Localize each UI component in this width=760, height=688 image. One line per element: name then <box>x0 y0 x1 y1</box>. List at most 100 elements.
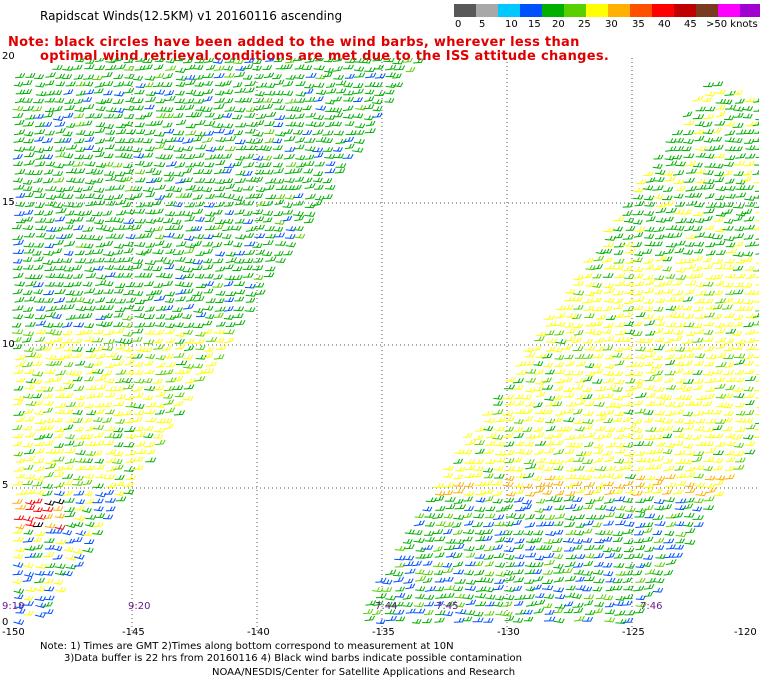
wind-barb <box>22 337 32 343</box>
wind-barb <box>725 273 736 279</box>
wind-barb <box>484 610 495 616</box>
wind-barb <box>115 63 126 70</box>
wind-barb <box>172 187 183 193</box>
wind-barb <box>22 290 33 295</box>
wind-barb <box>132 416 143 422</box>
wind-barb <box>204 154 217 160</box>
wind-barb <box>73 490 85 496</box>
wind-barb <box>744 201 756 207</box>
wind-barb <box>653 376 663 382</box>
wind-barb <box>145 306 155 312</box>
wind-barb <box>64 511 76 518</box>
wind-barb <box>682 411 694 417</box>
wind-barb <box>15 72 26 79</box>
wind-barb <box>661 195 673 201</box>
wind-barb <box>562 568 573 573</box>
wind-barb <box>244 87 255 93</box>
wind-barb <box>83 74 95 80</box>
wind-barb <box>125 282 136 288</box>
wind-barb <box>113 233 124 239</box>
wind-barb <box>213 72 225 79</box>
wind-barb <box>123 466 136 472</box>
wind-barb <box>163 385 176 391</box>
wind-barb <box>215 321 226 327</box>
wind-barb <box>692 255 703 262</box>
wind-barb <box>484 571 495 577</box>
wind-barb <box>615 442 625 448</box>
color-swatch-5 <box>564 4 586 17</box>
wind-barb <box>204 273 214 279</box>
wind-barb <box>655 553 666 559</box>
wind-barb <box>565 442 576 448</box>
wind-barb <box>95 151 105 158</box>
wind-barb <box>493 521 505 527</box>
wind-barb <box>22 516 34 522</box>
wind-barb <box>733 89 743 95</box>
wind-barb <box>53 297 66 304</box>
wind-barb <box>204 162 215 168</box>
wind-barb <box>755 276 759 279</box>
wind-barb <box>433 570 444 576</box>
wind-barb <box>183 303 195 310</box>
wind-barb <box>42 322 54 328</box>
wind-barb <box>175 90 185 96</box>
wind-barb <box>665 322 677 327</box>
wind-barb <box>555 338 567 345</box>
wind-barb <box>115 418 126 424</box>
wind-barb <box>395 592 406 598</box>
wind-barb <box>632 305 644 311</box>
wind-barb <box>664 216 674 222</box>
wind-barb <box>105 409 115 415</box>
wind-barb <box>653 498 665 505</box>
wind-barb <box>24 571 35 578</box>
wind-barb <box>464 458 476 464</box>
wind-barb <box>635 457 647 463</box>
wind-barb <box>54 216 66 222</box>
wind-barb <box>105 482 117 488</box>
wind-barb <box>125 433 136 439</box>
wind-barb <box>154 143 165 150</box>
wind-barb <box>35 329 46 335</box>
wind-barb <box>592 282 602 288</box>
wind-barb <box>742 305 754 311</box>
wind-barb <box>313 152 324 158</box>
wind-barb <box>453 458 464 464</box>
wind-barb <box>483 417 495 423</box>
wind-barb <box>503 504 514 510</box>
wind-barb <box>34 336 46 343</box>
wind-barb <box>24 152 35 158</box>
wind-barb <box>663 288 674 294</box>
wind-barb <box>44 471 54 478</box>
wind-barb <box>735 98 745 104</box>
wind-barb <box>392 82 404 88</box>
wind-barb <box>684 241 695 247</box>
wind-barb <box>695 106 706 112</box>
wind-barb <box>174 369 185 375</box>
wind-barb <box>545 425 556 432</box>
wind-barb <box>464 585 477 591</box>
wind-barb <box>534 408 546 414</box>
wind-barb <box>592 321 603 327</box>
quality-note-line-1: Note: black circles have been added to t… <box>8 35 580 50</box>
wind-barb <box>163 107 174 113</box>
wind-barb <box>505 491 517 497</box>
wind-barb <box>24 313 35 319</box>
wind-barb <box>191 136 203 142</box>
wind-barb <box>732 434 743 440</box>
wind-barb <box>635 353 647 360</box>
wind-barb <box>674 521 685 527</box>
scale-label-50: >50 knots <box>706 19 758 30</box>
wind-barb <box>533 575 544 582</box>
wind-barb <box>343 136 355 143</box>
wind-barb <box>24 170 35 176</box>
wind-barb <box>302 105 312 111</box>
wind-barb <box>623 442 634 448</box>
wind-barb <box>45 305 57 312</box>
wind-barb <box>695 490 707 497</box>
wind-barb <box>513 482 524 488</box>
wind-barb <box>612 386 623 392</box>
wind-barb <box>193 295 205 302</box>
wind-barb <box>693 378 704 384</box>
wind-barb <box>234 258 245 264</box>
wind-barb <box>12 570 24 576</box>
